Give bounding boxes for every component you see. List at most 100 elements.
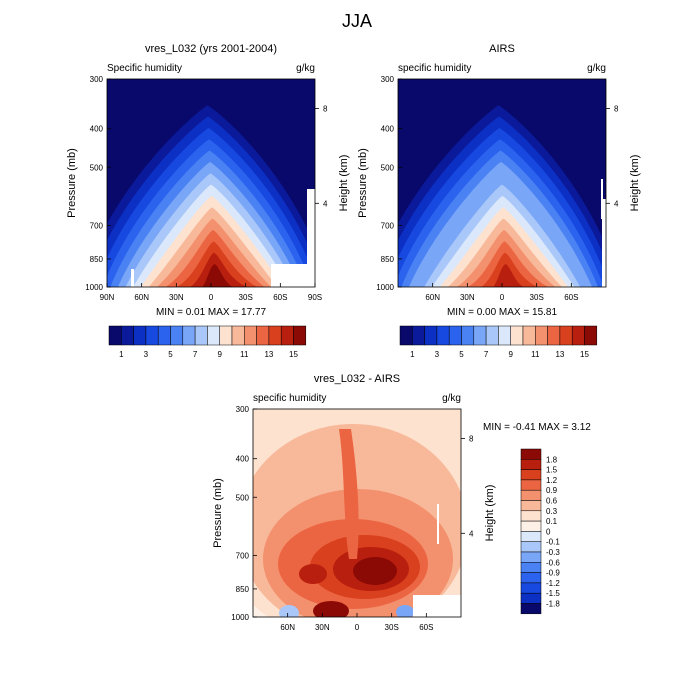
- colorbar-swatch: [520, 459, 542, 470]
- colorbar-label: -1.8: [546, 600, 560, 609]
- colorbar-swatch: [522, 325, 536, 346]
- y-axis-label: Pressure (mb): [66, 148, 78, 218]
- panel-difference: vres_L032 - AIRS specific humidity g/kg …: [212, 373, 591, 632]
- y-tick-label: 400: [381, 125, 395, 134]
- y-tick-label: 500: [90, 163, 104, 172]
- y-right-tick-label: 4: [614, 199, 619, 208]
- contour-band: [339, 429, 359, 559]
- colorbar-label: 0.9: [546, 486, 558, 495]
- y-right-tick-label: 8: [614, 105, 619, 114]
- colorbar-swatch: [520, 479, 542, 491]
- colorbar-label: 0.3: [546, 507, 558, 516]
- x-tick-label: 90S: [308, 293, 322, 302]
- y-axis-label: Pressure (mb): [212, 478, 224, 548]
- colorbar-label: 11: [240, 350, 249, 359]
- colorbar-label: 0.1: [546, 517, 558, 526]
- colorbar-swatch: [520, 469, 542, 481]
- x-tick-label: 30N: [460, 293, 475, 302]
- x-tick-label: 0: [209, 293, 214, 302]
- colorbar-swatch: [256, 325, 270, 346]
- panel-units: g/kg: [442, 393, 461, 404]
- colorbar-swatch: [520, 592, 542, 604]
- x-tick-label: 60N: [425, 293, 440, 302]
- y-tick-label: 400: [90, 125, 104, 134]
- colorbar-label: 1.8: [546, 455, 558, 464]
- colorbar-swatch: [547, 325, 561, 346]
- y-right-tick-label: 8: [469, 435, 474, 444]
- colorbar-model: 1 3 5 7 9 11 13 15: [108, 325, 307, 359]
- colorbar-label: 5: [459, 350, 464, 359]
- y-tick-label: 500: [381, 163, 395, 172]
- colorbar-swatch: [571, 325, 585, 346]
- colorbar-swatch: [473, 325, 487, 346]
- colorbar-swatch: [182, 325, 196, 346]
- colorbar-swatch: [485, 325, 499, 346]
- plot-area: [398, 79, 606, 287]
- x-tick-label: 60N: [280, 623, 295, 632]
- y-axis-label: Pressure (mb): [357, 148, 369, 218]
- colorbar-label: 3: [435, 350, 440, 359]
- colorbar-label: 9: [508, 350, 513, 359]
- colorbar-label: 15: [580, 350, 589, 359]
- panel-subtitle: Specific humidity: [107, 63, 182, 74]
- colorbar-label: 7: [484, 350, 489, 359]
- colorbar-label: 3: [144, 350, 149, 359]
- colorbar-label: 11: [531, 350, 540, 359]
- colorbar-swatch: [461, 325, 475, 346]
- colorbar-swatch: [535, 325, 548, 346]
- colorbar-label: 9: [217, 350, 222, 359]
- plot-area: [107, 79, 315, 287]
- colorbar-swatch: [145, 325, 159, 346]
- colorbar-swatch: [520, 603, 542, 615]
- colorbar-swatch: [293, 325, 307, 346]
- y-tick-label: 500: [236, 493, 250, 502]
- y-tick-label: 700: [236, 551, 250, 560]
- colorbar-label: -0.1: [546, 538, 560, 547]
- colorbar-swatch: [194, 325, 208, 346]
- colorbar-swatch: [520, 510, 542, 522]
- colorbar-swatch: [520, 572, 542, 584]
- colorbar-difference: 1.81.51.20.90.60.30.10-0.1-0.3-0.6-0.9-1…: [520, 448, 560, 615]
- colorbar-label: 5: [168, 350, 173, 359]
- contour-band: [493, 264, 525, 287]
- colorbar-swatch: [219, 325, 233, 346]
- y-tick-label: 850: [90, 255, 104, 264]
- colorbar-label: -0.9: [546, 569, 560, 578]
- plot-area: [253, 409, 461, 617]
- contour-band: [202, 264, 234, 287]
- colorbar-label: 1.2: [546, 476, 558, 485]
- y-tick-label: 700: [90, 221, 104, 230]
- y-right-tick-label: 4: [469, 529, 474, 538]
- colorbar-label: 0.6: [546, 497, 558, 506]
- y-right-axis-label: Height (km): [629, 155, 641, 212]
- colorbar-label: 13: [264, 350, 273, 359]
- page-title: JJA: [342, 11, 372, 31]
- panel-title: vres_L032 (yrs 2001-2004): [145, 43, 277, 55]
- colorbar-swatch: [170, 325, 184, 346]
- contour-band: [396, 605, 414, 617]
- y-tick-label: 1000: [231, 613, 249, 622]
- x-tick-label: 60S: [564, 293, 578, 302]
- colorbar-swatch: [520, 562, 542, 573]
- colorbar-swatch: [448, 325, 462, 346]
- colorbar-swatch: [399, 325, 413, 346]
- panel-title: AIRS: [489, 43, 515, 55]
- y-right-axis-label: Height (km): [484, 485, 496, 542]
- colorbar-label: 1: [119, 350, 124, 359]
- colorbar-swatch: [584, 325, 598, 346]
- colorbar-swatch: [520, 551, 542, 563]
- panel-units: g/kg: [296, 63, 315, 74]
- colorbar-swatch: [412, 325, 425, 346]
- y-right-tick-label: 8: [323, 105, 328, 114]
- colorbar-swatch: [520, 500, 542, 512]
- colorbar-swatch: [559, 325, 573, 346]
- min-max-label: MIN = -0.41 MAX = 3.12: [483, 422, 591, 433]
- contour-band: [353, 557, 397, 585]
- colorbar-swatch: [498, 325, 511, 346]
- colorbar-swatch: [108, 325, 122, 346]
- x-tick-label: 30N: [315, 623, 330, 632]
- colorbar-swatch: [207, 325, 220, 346]
- y-tick-label: 850: [236, 585, 250, 594]
- min-max-label: MIN = 0.00 MAX = 15.81: [447, 307, 557, 318]
